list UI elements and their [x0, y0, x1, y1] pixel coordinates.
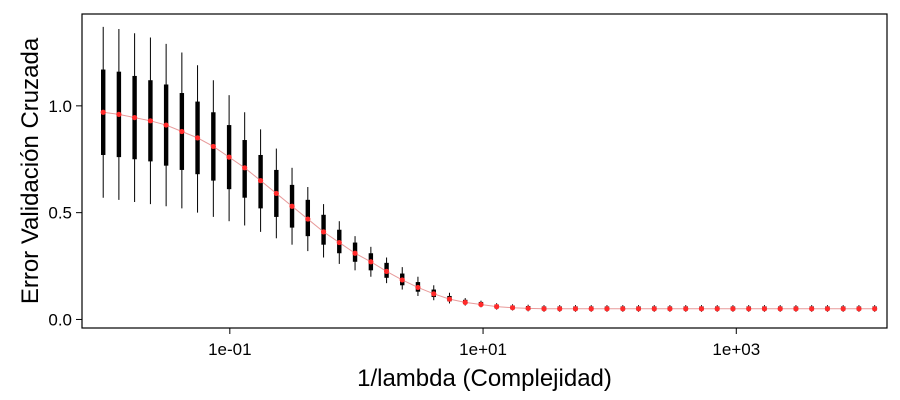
mean-point — [793, 306, 799, 312]
mean-point — [415, 284, 421, 291]
mean-point — [856, 306, 862, 312]
mean-point — [446, 296, 453, 302]
mean-point — [305, 216, 311, 222]
y-axis-title: Error Validación Cruzada — [17, 37, 44, 304]
mean-point — [777, 306, 783, 312]
x-axis: 1e-01 1e+01 1e+03 — [208, 328, 760, 359]
plot-frame — [81, 13, 888, 329]
mean-point — [368, 259, 374, 265]
x-tick-label: 1e+03 — [712, 340, 760, 359]
mean-point — [809, 306, 815, 312]
mean-point — [683, 306, 689, 312]
mean-point — [588, 306, 594, 312]
x-tick-label: 1e+01 — [459, 340, 507, 359]
mean-point — [352, 250, 358, 256]
mean-point — [462, 299, 468, 305]
mean-point — [242, 165, 248, 171]
mean-point — [257, 178, 264, 184]
mean-point — [557, 306, 563, 312]
mean-point — [431, 291, 437, 297]
mean-line — [103, 111, 875, 310]
mean-point — [226, 154, 232, 160]
mean-point — [336, 239, 342, 246]
mean-point — [525, 305, 531, 311]
y-tick-label: 0.5 — [48, 204, 72, 223]
mean-point — [210, 143, 216, 150]
mean-point — [273, 190, 279, 197]
y-axis: 0.0 0.5 1.0 — [48, 97, 82, 329]
mean-point — [116, 111, 122, 117]
mean-point — [289, 203, 295, 209]
mean-point — [604, 306, 610, 312]
mean-point — [651, 306, 657, 312]
mean-point — [541, 306, 547, 312]
mean-point — [320, 229, 327, 235]
mean-point — [100, 109, 106, 115]
mean-point — [840, 306, 846, 312]
mean-point — [194, 135, 201, 141]
mean-point — [179, 128, 185, 135]
mean-point — [730, 306, 736, 312]
y-tick-label: 0.0 — [48, 310, 72, 329]
mean-point — [399, 277, 405, 283]
mean-point — [509, 305, 516, 311]
chart-marks — [100, 26, 878, 312]
y-tick-label: 1.0 — [48, 97, 72, 116]
mean-point — [383, 268, 390, 274]
mean-point — [761, 306, 768, 312]
mean-point — [667, 306, 673, 312]
mean-point — [147, 118, 154, 124]
mean-point — [163, 122, 169, 128]
mean-point — [572, 306, 579, 312]
mean-point — [478, 301, 484, 308]
mean-point — [635, 306, 642, 312]
mean-point — [746, 306, 752, 312]
mean-point — [132, 114, 138, 121]
mean-point — [714, 306, 720, 312]
mean-point — [698, 306, 705, 312]
mean-point — [494, 304, 500, 310]
mean-point — [824, 306, 831, 312]
x-axis-title: 1/lambda (Complejidad) — [357, 365, 612, 392]
x-tick-label: 1e-01 — [208, 340, 251, 359]
mean-point — [620, 306, 626, 312]
mean-point — [872, 306, 878, 312]
